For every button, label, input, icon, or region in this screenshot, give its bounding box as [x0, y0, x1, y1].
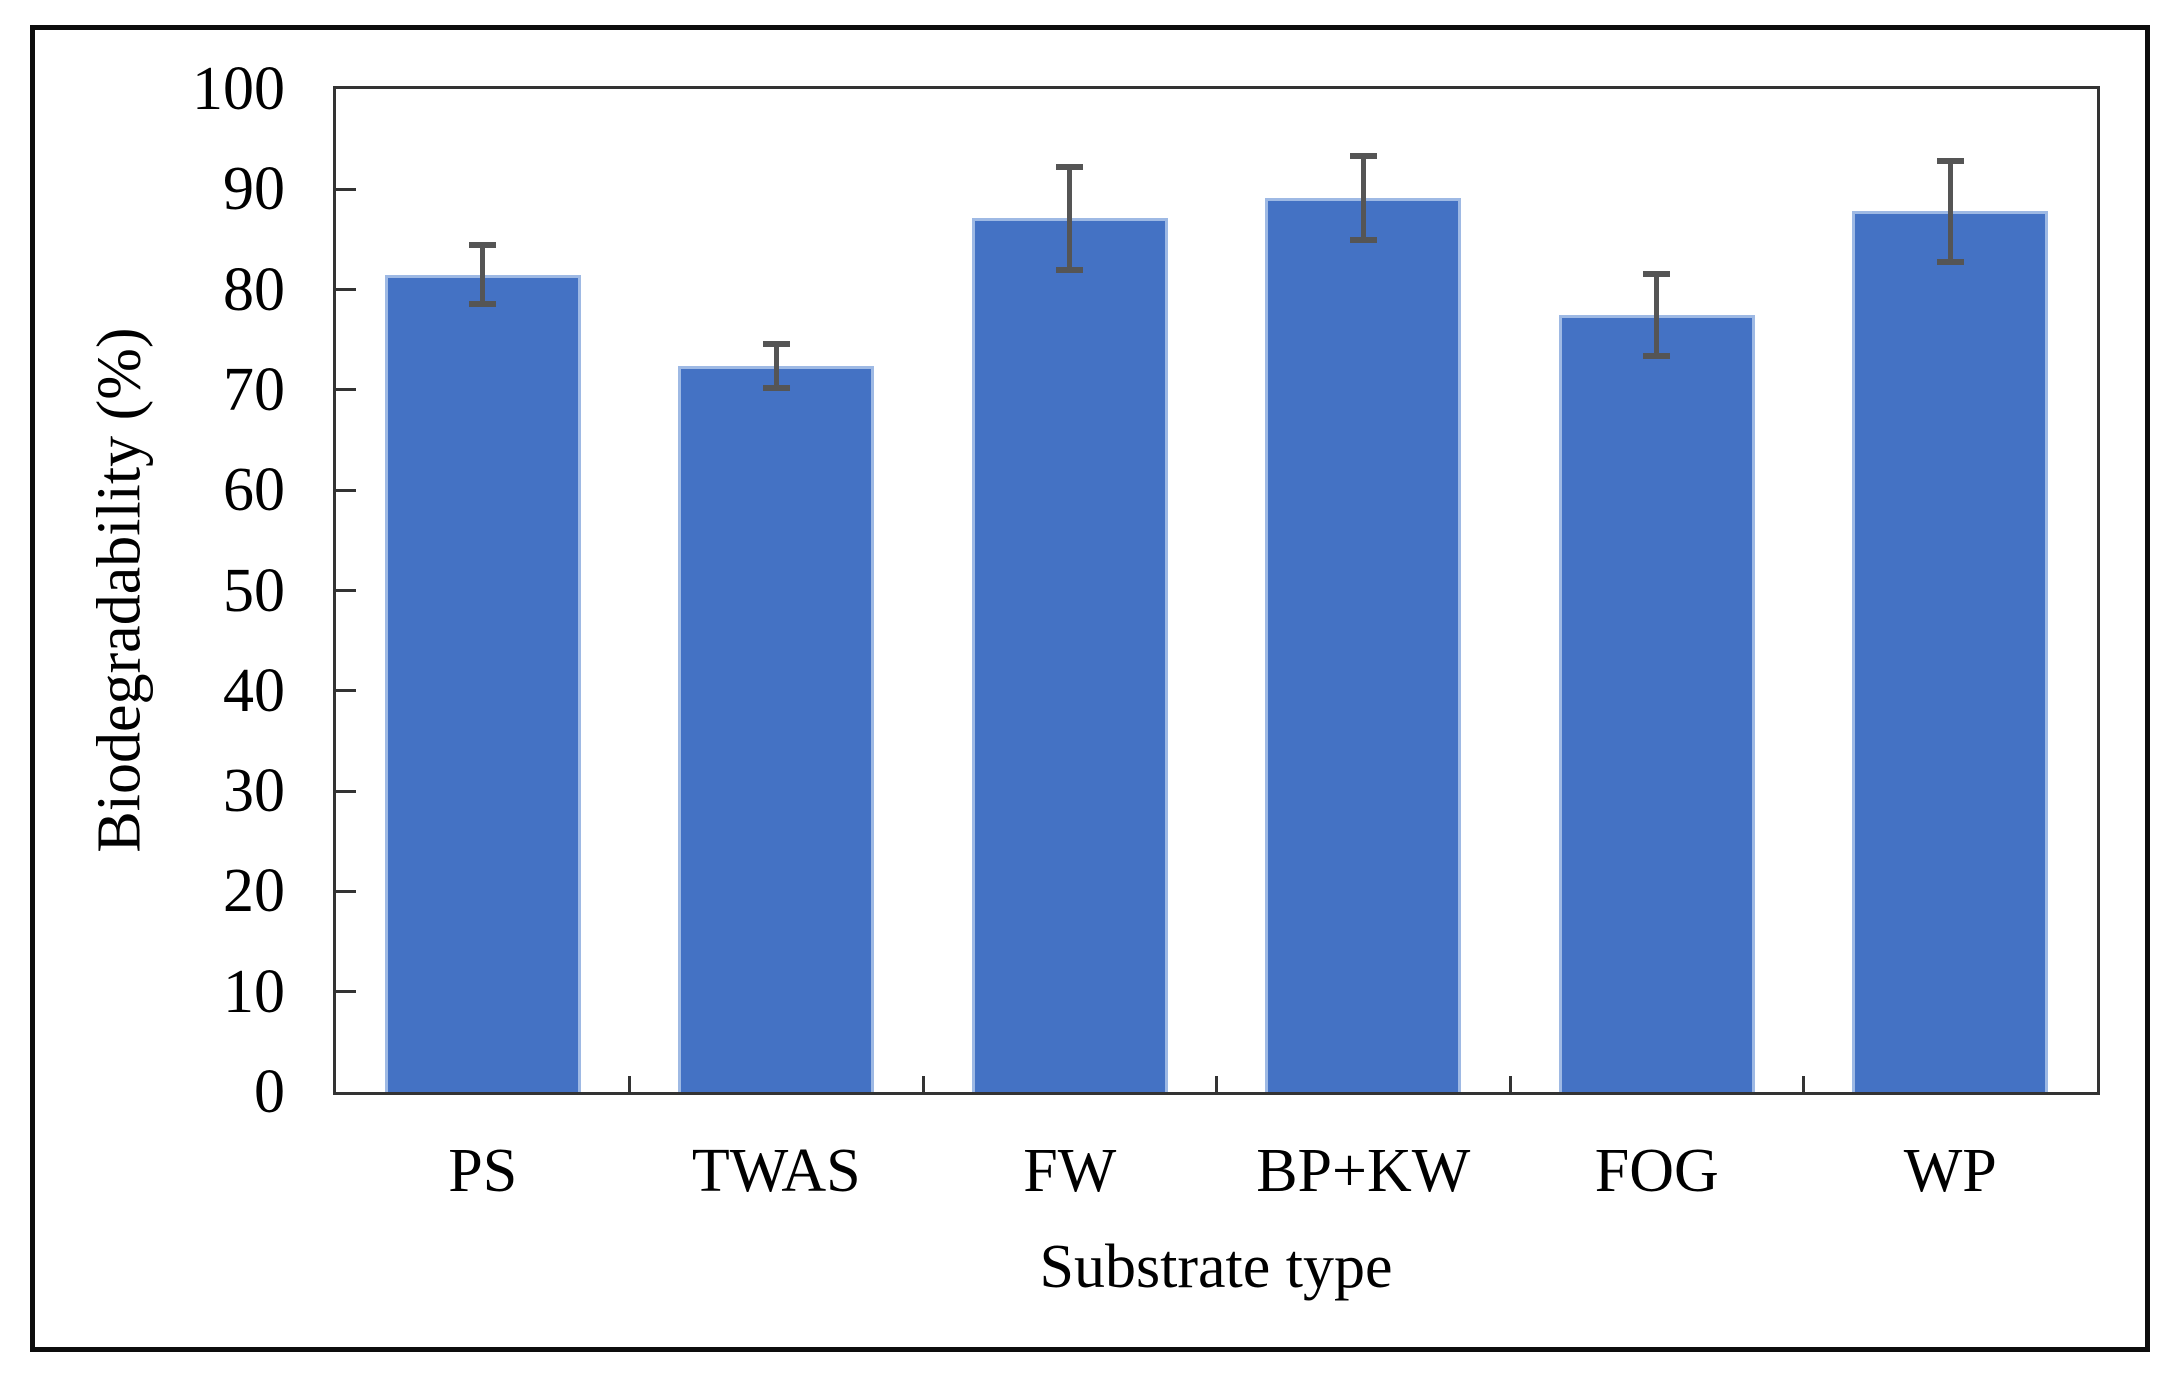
y-tick-label: 0 — [254, 1058, 285, 1126]
error-bar — [1360, 156, 1366, 241]
y-tick-label: 30 — [223, 757, 285, 826]
error-bar-cap — [1349, 237, 1377, 244]
y-tick-label: 90 — [223, 155, 285, 224]
x-axis-tick — [921, 1076, 925, 1092]
x-axis-title: Substrate type — [1039, 1233, 1393, 1301]
x-axis-tick — [628, 1076, 631, 1092]
y-axis-tick — [336, 488, 356, 492]
category-label: PS — [448, 1137, 518, 1205]
y-tick-label: 40 — [223, 656, 285, 725]
error-bar — [1654, 273, 1660, 356]
error-bar-cap — [1056, 164, 1084, 171]
error-bar-cap — [1936, 158, 1964, 165]
plot-area — [333, 86, 2100, 1095]
bar-ps — [384, 274, 581, 1092]
y-axis-tick — [336, 889, 356, 893]
y-axis-tick — [336, 589, 356, 592]
y-axis-tick — [336, 388, 356, 392]
category-label: BP+KW — [1256, 1137, 1471, 1205]
error-bar-cap — [1643, 352, 1671, 359]
category-label: TWAS — [691, 1137, 861, 1205]
x-axis-tick — [1508, 1076, 1512, 1092]
error-bar — [480, 245, 486, 304]
category-label: WP — [1903, 1137, 1997, 1205]
category-label: FOG — [1594, 1137, 1719, 1205]
y-tick-label: 10 — [223, 957, 285, 1026]
error-bar-cap — [1936, 258, 1964, 265]
y-axis-tick — [336, 288, 356, 292]
bar-twas — [678, 365, 875, 1092]
error-bar-cap — [762, 340, 790, 347]
error-bar — [773, 343, 779, 388]
y-tick-label: 50 — [223, 556, 285, 625]
error-bar — [1067, 167, 1073, 270]
x-axis-tick — [1215, 1076, 1218, 1092]
y-tick-label: 100 — [192, 55, 285, 123]
y-tick-label: 60 — [223, 456, 285, 525]
y-axis-tick — [336, 990, 356, 994]
y-axis-tick — [336, 789, 356, 793]
error-bar-cap — [1056, 266, 1084, 273]
error-bar-cap — [469, 300, 497, 307]
error-bar-cap — [1349, 153, 1377, 160]
bar-wp — [1852, 211, 2049, 1092]
error-bar-cap — [1643, 270, 1671, 277]
x-axis-tick — [1802, 1076, 1805, 1092]
error-bar-cap — [469, 242, 497, 249]
y-tick-label: 80 — [223, 255, 285, 324]
y-tick-label: 20 — [223, 857, 285, 926]
bar-fw — [971, 218, 1168, 1092]
bar-fog — [1558, 314, 1755, 1092]
bar-bp-kw — [1265, 198, 1462, 1092]
error-bar — [1947, 161, 1953, 262]
y-axis-tick — [336, 187, 356, 191]
y-tick-label: 70 — [223, 355, 285, 424]
category-label: FW — [1023, 1137, 1117, 1205]
error-bar-cap — [762, 384, 790, 391]
y-axis-tick — [336, 689, 356, 693]
